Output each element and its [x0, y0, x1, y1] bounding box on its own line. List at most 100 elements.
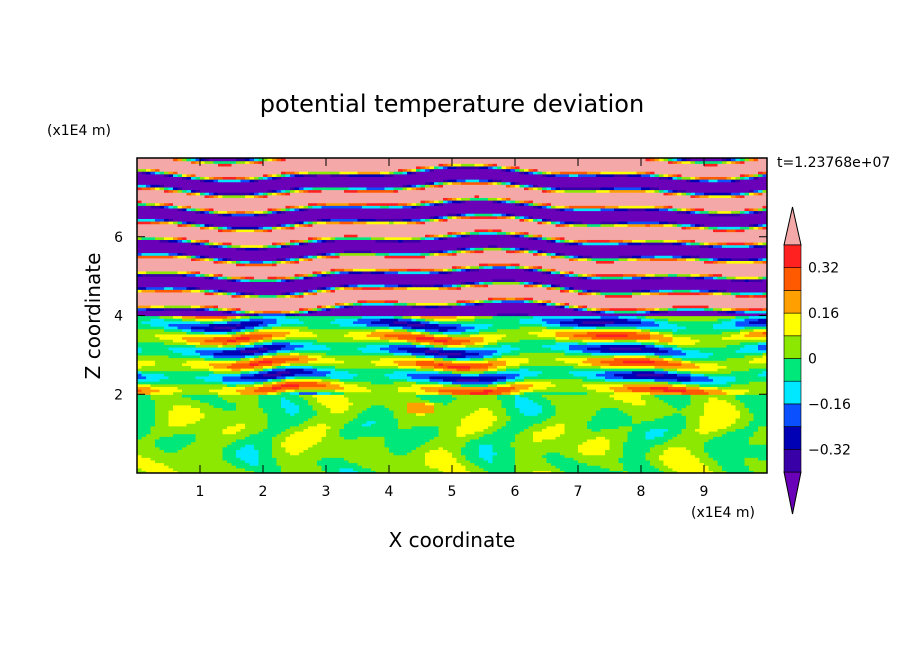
field-cell: [177, 412, 183, 416]
field-cell: [443, 459, 449, 464]
field-cell: [452, 457, 458, 461]
field-cell: [272, 428, 278, 432]
field-cell: [609, 407, 615, 411]
field-cell: [452, 383, 458, 387]
field-cell: [294, 449, 300, 453]
field-cell: [555, 441, 561, 445]
field-cell: [164, 431, 170, 435]
field-cell: [267, 386, 273, 390]
field-cell: [353, 446, 359, 450]
field-cell: [492, 389, 498, 393]
field-cell: [461, 407, 467, 411]
field-cell: [614, 446, 620, 450]
field-cell: [231, 436, 237, 440]
field-cell: [308, 396, 314, 401]
field-cell: [254, 459, 260, 464]
field-cell: [411, 386, 417, 390]
field-cell: [632, 396, 638, 401]
field-cell: [245, 410, 251, 414]
field-cell: [636, 412, 642, 416]
field-cell: [573, 415, 579, 419]
field-cell: [375, 425, 381, 429]
field-cell: [294, 410, 300, 414]
field-cell: [222, 404, 228, 408]
field-cell: [542, 452, 548, 456]
field-cell: [488, 459, 494, 464]
field-cell: [533, 444, 539, 448]
field-cell: [524, 407, 530, 411]
field-cell: [200, 389, 206, 393]
field-cell: [398, 438, 404, 443]
field-cell: [416, 462, 422, 466]
field-cell: [492, 457, 498, 461]
field-cell: [200, 459, 206, 464]
field-cell: [258, 394, 264, 398]
field-cell: [461, 444, 467, 448]
field-cell: [299, 449, 305, 453]
field-cell: [402, 431, 408, 435]
field-cell: [650, 404, 656, 408]
field-cell: [330, 465, 336, 469]
field-cell: [182, 412, 188, 416]
field-cell: [231, 394, 237, 398]
field-cell: [569, 465, 575, 469]
field-cell: [294, 415, 300, 419]
field-cell: [542, 467, 548, 471]
field-cell: [344, 436, 350, 440]
field-cell: [159, 396, 165, 401]
field-cell: [357, 423, 363, 427]
field-cell: [330, 402, 336, 406]
field-cell: [659, 383, 665, 387]
field-cell: [681, 470, 687, 473]
field-cell: [614, 457, 620, 461]
field-cell: [636, 462, 642, 466]
field-cell: [249, 452, 255, 456]
field-cell: [456, 420, 462, 424]
field-cell: [258, 396, 264, 401]
field-cell: [425, 383, 431, 387]
field-cell: [159, 449, 165, 453]
field-cell: [420, 470, 426, 473]
field-cell: [290, 402, 296, 406]
field-cell: [407, 404, 413, 408]
field-cell: [245, 391, 251, 395]
field-cell: [560, 452, 566, 456]
field-cell: [191, 407, 197, 411]
field-cell: [191, 470, 197, 473]
field-cell: [168, 420, 174, 424]
field-cell: [542, 389, 548, 393]
field-cell: [240, 470, 246, 473]
field-cell: [384, 425, 390, 429]
field-cell: [501, 412, 507, 416]
field-cell: [762, 394, 767, 398]
field-cell: [749, 441, 755, 445]
field-cell: [668, 465, 674, 469]
field-cell: [330, 410, 336, 414]
field-cell: [452, 394, 458, 398]
field-cell: [366, 404, 372, 408]
field-cell: [245, 402, 251, 406]
field-cell: [690, 407, 696, 411]
field-cell: [371, 446, 377, 450]
field-cell: [519, 410, 525, 414]
field-cell: [254, 436, 260, 440]
field-cell: [456, 441, 462, 445]
field-cell: [758, 399, 764, 403]
field-cell: [258, 402, 264, 406]
field-cell: [407, 431, 413, 435]
field-cell: [627, 436, 633, 440]
field-cell: [659, 425, 665, 429]
field-cell: [735, 396, 741, 401]
field-cell: [393, 410, 399, 414]
field-cell: [200, 457, 206, 461]
field-cell: [344, 391, 350, 395]
field-cell: [195, 407, 201, 411]
field-cell: [497, 399, 503, 403]
field-cell: [393, 444, 399, 448]
field-cell: [456, 449, 462, 453]
field-cell: [753, 386, 759, 390]
field-cell: [600, 412, 606, 416]
field-cell: [573, 420, 579, 424]
field-cell: [641, 454, 647, 458]
field-cell: [614, 465, 620, 469]
